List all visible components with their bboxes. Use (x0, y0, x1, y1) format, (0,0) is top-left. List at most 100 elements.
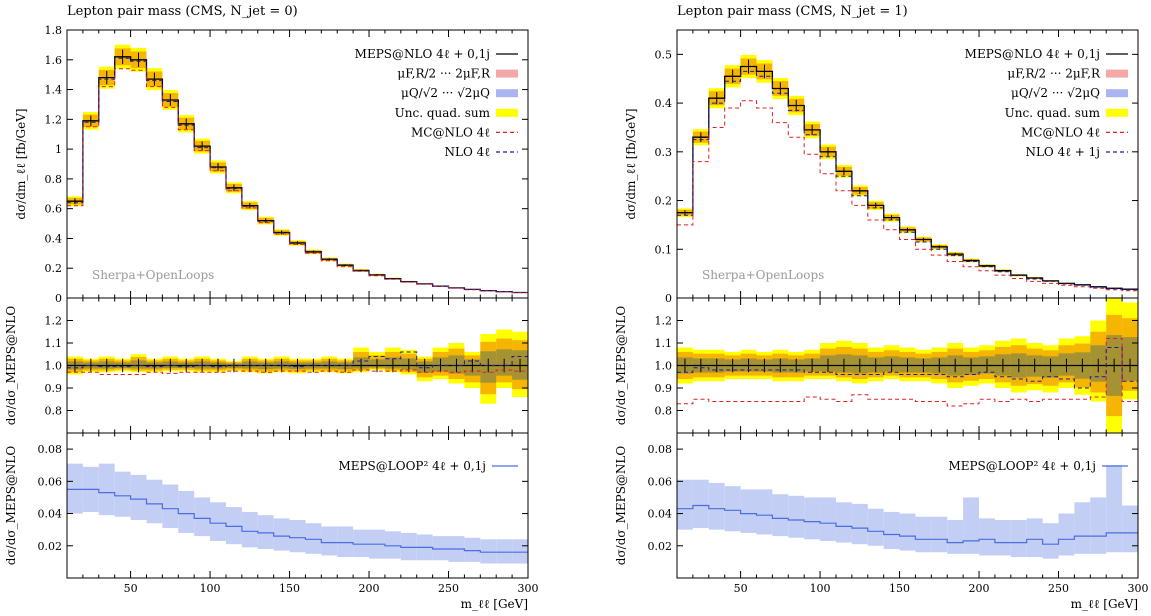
loop-band-bin (947, 520, 964, 554)
x-tick-label: 200 (359, 582, 380, 595)
legend-swatch (1106, 108, 1128, 117)
loop-line (67, 488, 528, 553)
main-panel-y-tick-label: 1.8 (45, 24, 63, 37)
loop-band-bin (931, 516, 948, 553)
loop-band-bin (67, 463, 83, 514)
legend-label: MC@NLO 4ℓ (1021, 125, 1100, 139)
legend-label: μQ/√2 ··· √2μQ (1011, 86, 1100, 100)
legend-label: NLO 4ℓ (444, 145, 490, 159)
legend-label: μQ/√2 ··· √2μQ (401, 86, 490, 100)
loop-legend-label: MEPS@LOOP² 4ℓ + 0,1j (948, 459, 1096, 473)
legend-swatch (496, 108, 518, 117)
loop-band-bin (289, 520, 306, 553)
legend-label: MC@NLO 4ℓ (411, 125, 490, 139)
loop-band-bin (788, 495, 805, 538)
chart-panel-2: 0 0.1 0.2 0.3 0.4 0.5 MEPS@NLO 4ℓ + 0,1j μF,R/2… (614, 4, 1149, 611)
loop-band-bin (98, 463, 115, 516)
main-panel-y-tick-label: 1.6 (45, 54, 63, 67)
loop-band-bin (130, 474, 147, 520)
x-tick-label: 50 (124, 582, 138, 595)
ratio-panel: 0.8 0.9 1.0 1.1 1.2 (45, 297, 529, 434)
ratio-panel-y-tick-label: 0.8 (655, 405, 673, 418)
loop-band-bin (1058, 513, 1075, 556)
loop-band-bin (756, 489, 773, 535)
ratio-panel-y-tick-label: 1.1 (45, 337, 63, 350)
loop-band-bin (835, 502, 852, 543)
ratio-panel-plot-area (677, 298, 1138, 433)
ratio-panel-y-tick-label: 0.9 (45, 382, 63, 395)
loop-band-bin (1122, 505, 1138, 553)
loop-panel-frame (66, 432, 529, 579)
loop-panel: 0.02 0.04 0.06 0.08 50 100 150 200 250 300 MEPS@LO… (38, 432, 539, 595)
main-panel-y-tick-label: 0 (55, 292, 62, 305)
loop-band-bin (337, 526, 354, 558)
ratio-panel-y-tick-label: 1.0 (45, 360, 63, 373)
main-panel-y-tick-label: 0.5 (655, 48, 673, 61)
legend-swatch (496, 89, 518, 98)
main-panel-y-tick-label: 0.1 (655, 243, 673, 256)
chart-title: Lepton pair mass (CMS, N_jet = 1) (677, 4, 908, 19)
loop-band-bin (867, 508, 884, 546)
ratio-y-axis-label: dσ/dσ_MEPS@NLO (614, 306, 628, 426)
loop-band-bin (114, 471, 131, 517)
loop-band-bin (321, 526, 338, 556)
y-axis-label: dσ/dm_ℓℓ [fb/GeV] (624, 108, 638, 219)
loop-band-bin (963, 497, 980, 554)
ratio-panel-y-tick-label: 0.8 (45, 405, 63, 418)
loop-band-bin (273, 518, 290, 551)
loop-band-bin (1042, 523, 1059, 559)
ratio-panel-y-tick-label: 1.2 (655, 315, 673, 328)
loop-band-bin (400, 532, 417, 561)
main-panel-plot-area (677, 54, 1138, 292)
main-panel-y-tick-label: 0.4 (45, 232, 63, 245)
ratio-mcnlo-line (677, 338, 1138, 407)
loop-panel-y-tick-label: 0.08 (38, 443, 63, 456)
loop-panel-y-tick-label: 0.08 (648, 443, 673, 456)
ratio-panel-y-tick-label: 1.1 (655, 337, 673, 350)
legend-label: μF,R/2 ··· 2μF,R (397, 67, 491, 81)
x-tick-label: 100 (810, 582, 831, 595)
ratio-nlo-line (67, 351, 528, 369)
loop-band-bin (162, 484, 179, 529)
loop-panel-y-tick-label: 0.04 (38, 508, 63, 521)
loop-panel-y-tick-label: 0.02 (648, 540, 673, 553)
loop-band-bin (772, 494, 789, 537)
loop-band-bin (384, 531, 401, 559)
loop-band-bin (994, 520, 1011, 556)
main-panel-y-tick-label: 1.2 (45, 113, 63, 126)
main-panel-plot-area (67, 44, 528, 294)
loop-band-bin (353, 529, 370, 558)
chart-panel-1: 0 0.2 0.4 0.6 0.8 1 1.2 1.4 1.6 1.8 MEPS@NLO 4ℓ + … (4, 4, 539, 611)
loop-band-bin (1074, 502, 1091, 554)
legend-label: Unc. quad. sum (395, 106, 491, 120)
loop-panel-y-tick-label: 0.02 (38, 540, 63, 553)
loop-band-bin (210, 502, 226, 541)
loop-band-bin (740, 489, 757, 533)
loop-band-bin (1106, 465, 1123, 553)
loop-panel-plot-area (67, 463, 528, 564)
loop-band-bin (692, 479, 709, 529)
loop-band-bin (820, 497, 836, 541)
loop-band-bin (432, 536, 449, 561)
loop-panel: 0.02 0.04 0.06 0.08 50 100 150 200 250 300 MEPS@LO… (648, 432, 1149, 595)
main-panel-y-tick-label: 0.6 (45, 203, 63, 216)
legend-label: Unc. quad. sum (1005, 106, 1101, 120)
loop-y-axis-label: dσ/dσ_MEPS@NLO (614, 446, 628, 566)
loop-band-bin (677, 479, 693, 530)
main-panel-y-tick-label: 0.4 (655, 97, 673, 110)
loop-band-bin (915, 516, 932, 553)
x-tick-label: 250 (438, 582, 459, 595)
loop-band-bin (178, 491, 195, 533)
main-panel-y-tick-label: 0.3 (655, 146, 673, 159)
loop-panel-y-tick-label: 0.06 (38, 475, 63, 488)
ratio-panel-y-tick-label: 1.2 (45, 315, 63, 328)
ratio-nlo-line (677, 347, 1138, 389)
ratio-panel-plot-area (67, 329, 528, 404)
ratio-mcnlo-line (67, 369, 528, 375)
loop-band-bin (257, 515, 274, 549)
legend-swatch (1106, 69, 1128, 78)
loop-panel-y-tick-label: 0.06 (648, 475, 673, 488)
main-panel: 0 0.2 0.4 0.6 0.8 1 1.2 1.4 1.6 1.8 MEPS@NLO 4ℓ + … (45, 24, 529, 305)
loop-legend-label: MEPS@LOOP² 4ℓ + 0,1j (338, 459, 486, 473)
